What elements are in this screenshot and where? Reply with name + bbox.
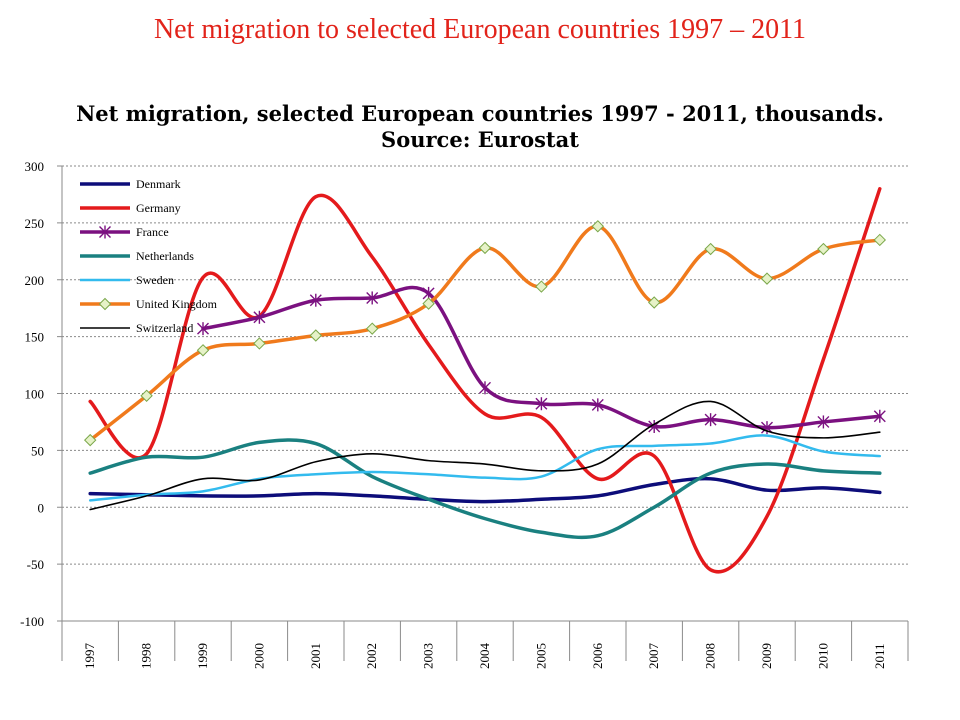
data-point-united-kingdom <box>591 220 605 233</box>
chart-title-line: Net migration, selected European countri… <box>76 101 884 126</box>
series-line-united-kingdom <box>88 224 882 442</box>
x-tick-label: 2004 <box>477 643 492 670</box>
data-point-france <box>197 322 209 336</box>
legend-label: Sweden <box>136 273 174 287</box>
data-point-france <box>535 397 548 411</box>
y-tick-label: 150 <box>25 330 45 345</box>
data-point-united-kingdom <box>309 329 323 342</box>
data-point-france <box>591 398 604 412</box>
legend-item-germany: Germany <box>80 201 181 215</box>
data-point-france <box>873 409 886 423</box>
legend-label: United Kingdom <box>136 297 218 311</box>
data-point-united-kingdom <box>478 241 492 255</box>
series-line-netherlands <box>88 438 882 540</box>
y-tick-label: 300 <box>25 159 45 174</box>
legend-label: France <box>136 225 169 239</box>
legend-label: Germany <box>136 201 181 215</box>
series-netherlands <box>88 438 882 540</box>
legend-item-netherlands: Netherlands <box>80 249 194 263</box>
series-germany <box>88 187 882 574</box>
data-point-united-kingdom <box>422 297 435 310</box>
series-united-kingdom <box>83 220 887 447</box>
data-point-united-kingdom <box>140 389 153 402</box>
legend-label: Switzerland <box>136 321 193 335</box>
data-point-united-kingdom <box>535 280 548 293</box>
series-switzerland <box>89 400 881 511</box>
x-tick-label: 2009 <box>759 643 774 669</box>
y-tick-label: -50 <box>27 557 44 572</box>
series-line-denmark <box>88 476 882 504</box>
series-line-germany <box>88 187 882 574</box>
data-point-united-kingdom <box>817 242 830 256</box>
data-point-united-kingdom <box>760 272 774 285</box>
chart-title-line: Source: Eurostat <box>381 127 579 152</box>
data-point-france <box>366 291 379 305</box>
x-tick-label: 2002 <box>364 643 379 669</box>
x-tick-label: 2010 <box>815 643 830 669</box>
data-point-france <box>704 413 717 427</box>
data-point-united-kingdom <box>365 322 379 335</box>
series-line-sweden <box>88 434 882 502</box>
legend-item-france: France <box>80 225 169 239</box>
x-tick-label: 2005 <box>533 643 548 669</box>
slide-title: Net migration to selected European count… <box>153 14 807 45</box>
x-tick-label: 2003 <box>421 643 436 669</box>
series-line-switzerland <box>89 400 881 511</box>
legend-item-denmark: Denmark <box>80 177 181 191</box>
y-tick-label: 250 <box>25 216 45 231</box>
data-point-united-kingdom <box>253 337 266 350</box>
y-tick-label: 0 <box>38 500 45 515</box>
data-point-france <box>309 293 322 307</box>
y-tick-label: 200 <box>25 273 45 288</box>
x-tick-label: 2007 <box>646 643 661 670</box>
x-tick-label: 1999 <box>195 643 210 669</box>
data-point-united-kingdom <box>704 242 717 256</box>
data-point-united-kingdom <box>83 433 97 447</box>
data-point-united-kingdom <box>873 233 887 247</box>
x-tick-label: 2011 <box>872 643 887 669</box>
legend-label: Netherlands <box>136 249 194 263</box>
y-tick-label: -100 <box>20 614 44 629</box>
series-denmark <box>88 476 882 504</box>
legend-item-switzerland: Switzerland <box>80 321 193 335</box>
legend-item-sweden: Sweden <box>80 273 174 287</box>
legend-item-united-kingdom: United Kingdom <box>80 297 218 311</box>
data-point-france <box>761 421 773 435</box>
series-sweden <box>88 434 882 502</box>
data-point-france <box>479 381 491 395</box>
data-point-united-kingdom <box>196 344 210 357</box>
x-tick-label: 2006 <box>590 643 605 670</box>
series-france <box>197 285 886 435</box>
legend-label: Denmark <box>136 177 181 191</box>
y-tick-label: 50 <box>31 443 44 458</box>
x-tick-label: 1997 <box>82 643 97 670</box>
x-tick-label: 2000 <box>251 643 266 669</box>
legend-marker <box>99 225 111 239</box>
legend-marker <box>98 297 112 311</box>
data-point-france <box>253 310 266 324</box>
x-tick-label: 2001 <box>308 643 323 669</box>
y-tick-label: 100 <box>25 387 45 402</box>
x-tick-label: 1998 <box>139 643 154 669</box>
data-point-france <box>817 415 830 429</box>
data-point-united-kingdom <box>647 296 661 309</box>
x-tick-label: 2008 <box>703 643 718 669</box>
